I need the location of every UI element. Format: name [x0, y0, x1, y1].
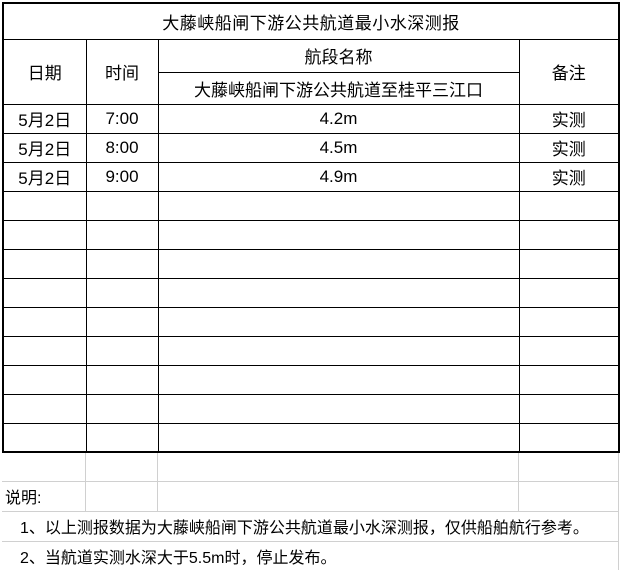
- cell-date[interactable]: 5月2日: [2, 103, 87, 134]
- notes-section: 说明: 1、以上测报数据为大藤峡船闸下游公共航道最小水深测报，仅供船舶航行参考。…: [2, 453, 619, 570]
- header-segment[interactable]: 航段名称: [157, 38, 520, 73]
- empty-cell[interactable]: [85, 481, 158, 512]
- report-title[interactable]: 大藤峡船闸下游公共航道最小水深测报: [2, 2, 620, 40]
- cell-time[interactable]: 8:00: [85, 132, 159, 163]
- table-row: [2, 364, 620, 395]
- cell-remark[interactable]: [518, 422, 620, 453]
- cell-remark[interactable]: [518, 219, 620, 250]
- cell-depth[interactable]: [157, 306, 520, 337]
- cell-date[interactable]: [2, 248, 87, 279]
- cell-depth[interactable]: 4.2m: [157, 103, 520, 134]
- cell-date[interactable]: [2, 277, 87, 308]
- cell-time[interactable]: 9:00: [85, 161, 159, 192]
- cell-time[interactable]: [85, 422, 159, 453]
- cell-depth[interactable]: [157, 335, 520, 366]
- empty-cell[interactable]: [2, 453, 86, 482]
- table-row: 5月2日 8:00 4.5m 实测: [2, 132, 620, 163]
- empty-cell[interactable]: [518, 453, 619, 482]
- cell-remark[interactable]: [518, 335, 620, 366]
- cell-time[interactable]: [85, 277, 159, 308]
- cell-date[interactable]: [2, 335, 87, 366]
- table-row: [2, 422, 620, 453]
- header-segment-name[interactable]: 大藤峡船闸下游公共航道至桂平三江口: [157, 71, 520, 105]
- cell-depth[interactable]: 4.5m: [157, 132, 520, 163]
- cell-time[interactable]: [85, 364, 159, 395]
- cell-depth[interactable]: [157, 422, 520, 453]
- cell-time[interactable]: [85, 219, 159, 250]
- note-row-1: 1、以上测报数据为大藤峡船闸下游公共航道最小水深测报，仅供船舶航行参考。: [2, 511, 619, 542]
- cell-date[interactable]: 5月2日: [2, 132, 87, 163]
- cell-depth[interactable]: [157, 248, 520, 279]
- note-text-2[interactable]: 2、当航道实测水深大于5.5m时，停止发布。: [2, 541, 619, 570]
- notes-label-row: 说明:: [2, 481, 619, 512]
- cell-depth[interactable]: [157, 277, 520, 308]
- table-row: [2, 306, 620, 337]
- cell-remark[interactable]: [518, 190, 620, 221]
- cell-time[interactable]: [85, 306, 159, 337]
- depth-report-table: 大藤峡船闸下游公共航道最小水深测报 日期 时间 航段名称 备注 大藤峡船闸下游公…: [2, 2, 620, 453]
- cell-remark[interactable]: [518, 248, 620, 279]
- header-remark[interactable]: 备注: [518, 38, 620, 105]
- cell-date[interactable]: [2, 422, 87, 453]
- cell-date[interactable]: [2, 219, 87, 250]
- table-row: 5月2日 7:00 4.2m 实测: [2, 103, 620, 134]
- empty-cell[interactable]: [157, 453, 519, 482]
- cell-remark[interactable]: [518, 306, 620, 337]
- cell-remark[interactable]: [518, 364, 620, 395]
- cell-time[interactable]: [85, 335, 159, 366]
- cell-time[interactable]: [85, 190, 159, 221]
- cell-date[interactable]: [2, 364, 87, 395]
- cell-remark[interactable]: 实测: [518, 132, 620, 163]
- table-row: [2, 277, 620, 308]
- empty-grid-row: [2, 453, 619, 482]
- cell-remark[interactable]: 实测: [518, 103, 620, 134]
- note-row-2: 2、当航道实测水深大于5.5m时，停止发布。: [2, 541, 619, 570]
- notes-label[interactable]: 说明:: [2, 481, 86, 512]
- note-text-1[interactable]: 1、以上测报数据为大藤峡船闸下游公共航道最小水深测报，仅供船舶航行参考。: [2, 511, 619, 542]
- header-time[interactable]: 时间: [85, 38, 159, 105]
- cell-depth[interactable]: [157, 393, 520, 424]
- cell-depth[interactable]: 4.9m: [157, 161, 520, 192]
- cell-time[interactable]: [85, 248, 159, 279]
- cell-remark[interactable]: [518, 393, 620, 424]
- header-row-2: 大藤峡船闸下游公共航道至桂平三江口: [3, 71, 619, 105]
- cell-remark[interactable]: 实测: [518, 161, 620, 192]
- cell-date[interactable]: [2, 393, 87, 424]
- table-row: [2, 335, 620, 366]
- empty-cell[interactable]: [85, 453, 158, 482]
- empty-cell[interactable]: [518, 481, 619, 512]
- table-row: [2, 190, 620, 221]
- cell-time[interactable]: [85, 393, 159, 424]
- header-date[interactable]: 日期: [2, 38, 87, 105]
- cell-date[interactable]: [2, 306, 87, 337]
- cell-date[interactable]: [2, 190, 87, 221]
- cell-depth[interactable]: [157, 364, 520, 395]
- cell-time[interactable]: 7:00: [85, 103, 159, 134]
- table-row: [2, 219, 620, 250]
- header-row-1: 日期 时间 航段名称 备注: [2, 38, 620, 105]
- title-row: 大藤峡船闸下游公共航道最小水深测报: [2, 2, 620, 40]
- report-table-body: 5月2日 7:00 4.2m 实测 5月2日 8:00 4.5m 实测 5月2日 9:00 4.9m…: [2, 103, 620, 453]
- table-row: [2, 393, 620, 424]
- table-row: [2, 248, 620, 279]
- cell-depth[interactable]: [157, 190, 520, 221]
- cell-remark[interactable]: [518, 277, 620, 308]
- cell-date[interactable]: 5月2日: [2, 161, 87, 192]
- cell-depth[interactable]: [157, 219, 520, 250]
- empty-cell[interactable]: [157, 481, 519, 512]
- table-row: 5月2日 9:00 4.9m 实测: [2, 161, 620, 192]
